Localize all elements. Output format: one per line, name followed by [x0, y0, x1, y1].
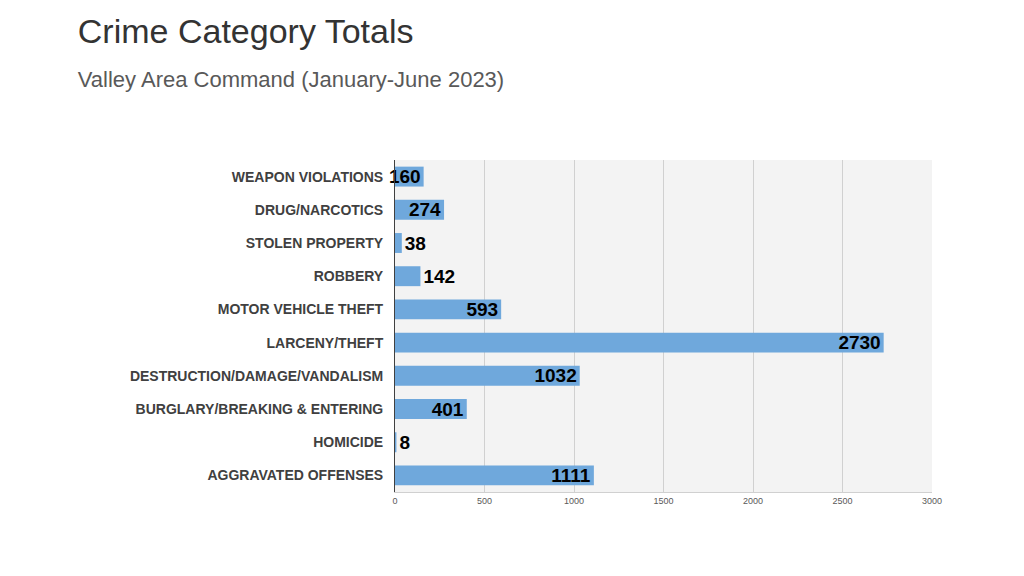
- svg-text:AGGRAVATED OFFENSES: AGGRAVATED OFFENSES: [207, 467, 383, 483]
- svg-text:500: 500: [477, 496, 492, 506]
- svg-text:8: 8: [399, 432, 410, 453]
- svg-text:274: 274: [409, 199, 441, 220]
- svg-text:3000: 3000: [922, 496, 942, 506]
- svg-text:WEAPON VIOLATIONS: WEAPON VIOLATIONS: [232, 169, 383, 185]
- svg-text:1500: 1500: [653, 496, 673, 506]
- svg-text:STOLEN PROPERTY: STOLEN PROPERTY: [246, 235, 384, 251]
- svg-text:160: 160: [389, 166, 421, 187]
- svg-text:401: 401: [432, 399, 464, 420]
- svg-text:38: 38: [405, 233, 426, 254]
- svg-text:2500: 2500: [832, 496, 852, 506]
- svg-text:1032: 1032: [534, 365, 576, 386]
- svg-text:ROBBERY: ROBBERY: [314, 268, 384, 284]
- svg-text:2000: 2000: [743, 496, 763, 506]
- svg-text:BURGLARY/BREAKING & ENTERING: BURGLARY/BREAKING & ENTERING: [136, 401, 384, 417]
- svg-text:2730: 2730: [838, 332, 880, 353]
- svg-text:1111: 1111: [551, 465, 591, 486]
- svg-text:142: 142: [423, 266, 455, 287]
- svg-text:HOMICIDE: HOMICIDE: [313, 434, 383, 450]
- svg-text:DESTRUCTION/DAMAGE/VANDALISM: DESTRUCTION/DAMAGE/VANDALISM: [130, 368, 383, 384]
- svg-text:Crime Category TotalsValley Ar: Crime Category TotalsValley Area Command…: [78, 12, 504, 92]
- svg-text:LARCENY/THEFT: LARCENY/THEFT: [267, 335, 384, 351]
- svg-text:0: 0: [392, 496, 397, 506]
- svg-text:1000: 1000: [564, 496, 584, 506]
- svg-text:DRUG/NARCOTICS: DRUG/NARCOTICS: [255, 202, 383, 218]
- svg-text:MOTOR VEHICLE THEFT: MOTOR VEHICLE THEFT: [218, 301, 384, 317]
- svg-text:593: 593: [466, 299, 498, 320]
